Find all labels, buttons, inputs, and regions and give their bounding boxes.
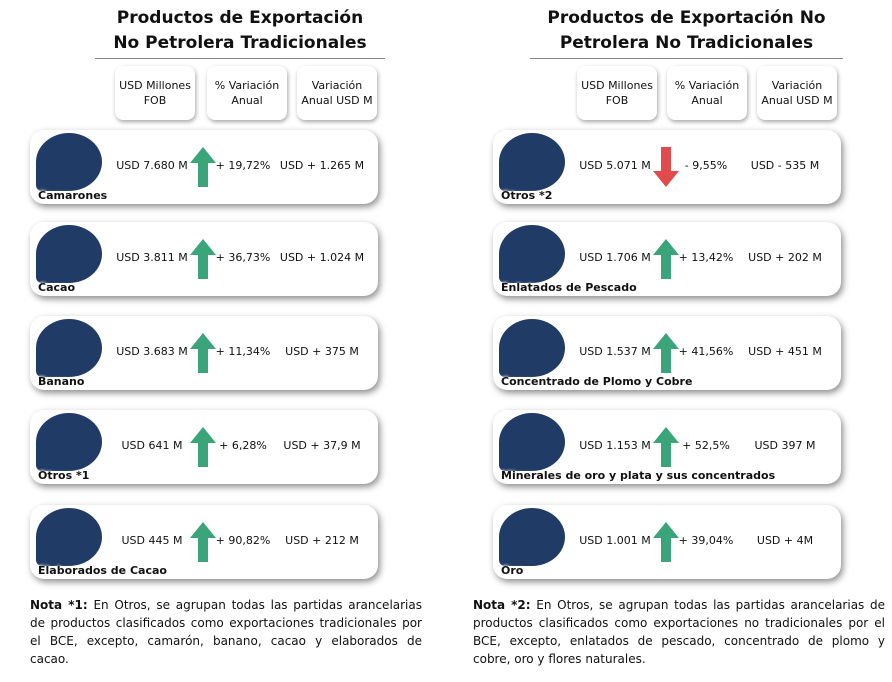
column-header-text: % Variación Anual bbox=[214, 79, 280, 107]
export-value: USD 3.683 M bbox=[116, 345, 188, 358]
export-value: USD 1.153 M bbox=[579, 439, 651, 452]
product-card: Elaborados de Cacao USD 445 M + 90,82% USD … bbox=[30, 505, 378, 579]
footnote-label: Nota *1: bbox=[30, 598, 88, 612]
arrow-up bbox=[653, 333, 679, 373]
usd-change: USD + 37,9 M bbox=[283, 439, 361, 452]
product-label: Camarones bbox=[38, 189, 108, 202]
product-card: Minerales de oro y plata y sus concentra… bbox=[493, 410, 841, 484]
title-line: Productos de Exportación No bbox=[547, 8, 826, 28]
footnote: Nota *2: En Otros, se agrupan todas las … bbox=[473, 596, 885, 668]
product-label: Otros *1 bbox=[38, 469, 90, 482]
product-label: Cacao bbox=[38, 281, 75, 294]
product-label: Elaborados de Cacao bbox=[38, 564, 167, 577]
product-icon bbox=[36, 225, 102, 283]
product-card: Oro USD 1.001 M + 39,04% USD + 4M bbox=[493, 505, 841, 579]
usd-change: USD + 4M bbox=[756, 534, 814, 547]
export-value: USD 641 M bbox=[121, 439, 183, 452]
usd-change: USD + 202 M bbox=[748, 251, 822, 264]
usd-change: USD + 1.024 M bbox=[279, 251, 365, 264]
percent-change: + 6,28% bbox=[219, 439, 267, 452]
column-header: % Variación Anual bbox=[207, 66, 287, 120]
percent-change: + 39,04% bbox=[678, 534, 734, 547]
product-card: Banano USD 3.683 M + 11,34% USD + 375 M bbox=[30, 316, 378, 390]
usd-change: USD + 212 M bbox=[285, 534, 359, 547]
arrow-down bbox=[653, 147, 679, 187]
column-header-text: Variación Anual USD M bbox=[761, 79, 833, 107]
panel-title: Productos de Exportación No Petrolera No … bbox=[530, 6, 843, 59]
product-label: Oro bbox=[501, 564, 524, 577]
product-icon bbox=[36, 413, 102, 471]
footnote-text: En Otros, se agrupan todas las partidas … bbox=[473, 598, 885, 666]
usd-change: USD + 451 M bbox=[748, 345, 822, 358]
export-value: USD 3.811 M bbox=[116, 251, 188, 264]
product-label: Banano bbox=[38, 375, 85, 388]
product-icon bbox=[499, 225, 565, 283]
arrow-up bbox=[190, 147, 216, 187]
product-label: Otros *2 bbox=[501, 189, 553, 202]
usd-change: USD + 375 M bbox=[285, 345, 359, 358]
percent-change: + 52,5% bbox=[682, 439, 730, 452]
percent-change: + 90,82% bbox=[215, 534, 271, 547]
footnote-text: En Otros, se agrupan todas las partidas … bbox=[30, 598, 422, 666]
usd-change: USD + 1.265 M bbox=[279, 159, 365, 172]
usd-change: USD 397 M bbox=[754, 439, 816, 452]
title-line: No Petrolera Tradicionales bbox=[113, 33, 367, 53]
arrow-up bbox=[190, 239, 216, 279]
column-header: Variación Anual USD M bbox=[297, 66, 377, 120]
percent-change: + 36,73% bbox=[215, 251, 271, 264]
product-icon bbox=[36, 133, 102, 191]
export-value: USD 1.537 M bbox=[579, 345, 651, 358]
percent-change: + 13,42% bbox=[678, 251, 734, 264]
arrow-up bbox=[653, 427, 679, 467]
export-value: USD 1.706 M bbox=[579, 251, 651, 264]
product-card: Camarones USD 7.680 M + 19,72% USD + 1.265 … bbox=[30, 130, 378, 204]
export-value: USD 7.680 M bbox=[116, 159, 188, 172]
product-label: Enlatados de Pescado bbox=[501, 281, 637, 294]
product-icon bbox=[499, 319, 565, 377]
footnote-label: Nota *2: bbox=[473, 598, 531, 612]
export-value: USD 5.071 M bbox=[579, 159, 651, 172]
product-label: Minerales de oro y plata y sus concentra… bbox=[501, 469, 776, 482]
percent-change: + 11,34% bbox=[215, 345, 271, 358]
percent-change: + 41,56% bbox=[678, 345, 734, 358]
column-header: USD Millones FOB bbox=[115, 66, 195, 120]
percent-change: + 19,72% bbox=[215, 159, 271, 172]
footnote: Nota *1: En Otros, se agrupan todas las … bbox=[30, 596, 422, 668]
product-card: Concentrado de Plomo y Cobre USD 1.537 M +… bbox=[493, 316, 841, 390]
product-card: Cacao USD 3.811 M + 36,73% USD + 1.024 M bbox=[30, 222, 378, 296]
arrow-up bbox=[653, 522, 679, 562]
column-header: Variación Anual USD M bbox=[757, 66, 837, 120]
product-card: Enlatados de Pescado USD 1.706 M + 13,42% U… bbox=[493, 222, 841, 296]
product-icon bbox=[499, 413, 565, 471]
column-header-text: USD Millones FOB bbox=[119, 79, 191, 107]
column-header: % Variación Anual bbox=[667, 66, 747, 120]
column-header: USD Millones FOB bbox=[577, 66, 657, 120]
export-value: USD 1.001 M bbox=[579, 534, 651, 547]
column-header-text: % Variación Anual bbox=[674, 79, 740, 107]
panel-title: Productos de Exportación No Petrolera Tra… bbox=[95, 6, 385, 59]
arrow-up bbox=[190, 427, 216, 467]
column-header-text: Variación Anual USD M bbox=[301, 79, 373, 107]
arrow-up bbox=[653, 239, 679, 279]
product-icon bbox=[36, 319, 102, 377]
usd-change: USD - 535 M bbox=[750, 159, 820, 172]
product-label: Concentrado de Plomo y Cobre bbox=[501, 375, 693, 388]
column-header-text: USD Millones FOB bbox=[581, 79, 653, 107]
title-line: Productos de Exportación bbox=[116, 8, 364, 28]
product-card: Otros *1 USD 641 M + 6,28% USD + 37,9 M bbox=[30, 410, 378, 484]
export-value: USD 445 M bbox=[121, 534, 183, 547]
title-line: Petrolera No Tradicionales bbox=[559, 33, 814, 53]
product-card: Otros *2 USD 5.071 M - 9,55% USD - 535 M bbox=[493, 130, 841, 204]
arrow-up bbox=[190, 522, 216, 562]
product-icon bbox=[499, 133, 565, 191]
product-icon bbox=[36, 508, 102, 566]
arrow-up bbox=[190, 333, 216, 373]
percent-change: - 9,55% bbox=[684, 159, 728, 172]
product-icon bbox=[499, 508, 565, 566]
